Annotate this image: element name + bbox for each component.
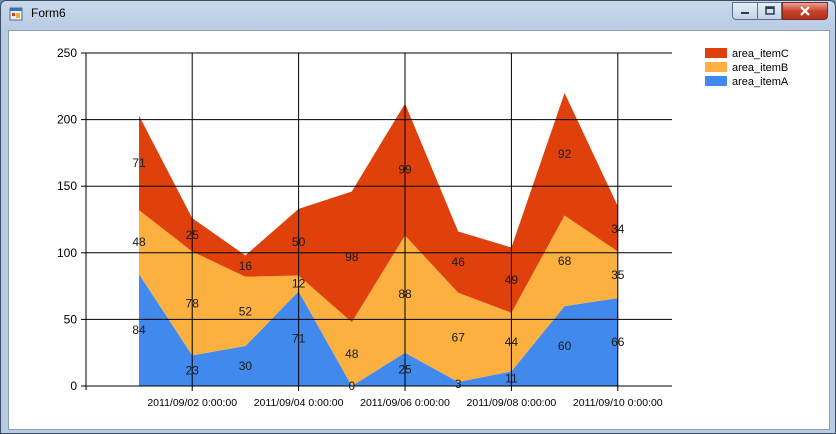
maximize-button[interactable]	[757, 2, 782, 20]
data-label-area_itemA: 30	[239, 359, 253, 373]
y-tick-label: 100	[57, 246, 77, 260]
data-label-area_itemB: 67	[452, 330, 466, 344]
legend-label: area_itemA	[732, 76, 789, 88]
minimize-icon	[741, 12, 749, 14]
data-label-area_itemB: 48	[345, 347, 359, 361]
close-button[interactable]	[782, 2, 828, 20]
data-label-area_itemA: 23	[186, 364, 200, 378]
data-label-area_itemC: 46	[452, 255, 466, 269]
data-label-area_itemA: 0	[348, 379, 355, 393]
data-label-area_itemA: 25	[398, 362, 412, 376]
data-label-area_itemB: 44	[505, 335, 519, 349]
data-label-area_itemA: 60	[558, 339, 572, 353]
x-tick-label: 2011/09/04 0:00:00	[254, 397, 344, 409]
data-label-area_itemC: 34	[611, 222, 625, 236]
x-tick-label: 2011/09/10 0:00:00	[573, 397, 663, 409]
x-tick-label: 2011/09/02 0:00:00	[147, 397, 237, 409]
data-label-area_itemC: 99	[398, 163, 412, 177]
data-label-area_itemB: 52	[239, 304, 253, 318]
data-label-area_itemB: 68	[558, 254, 572, 268]
y-tick-label: 50	[64, 312, 78, 326]
data-label-area_itemA: 11	[505, 372, 518, 386]
data-label-area_itemC: 98	[345, 250, 359, 264]
y-tick-label: 0	[70, 379, 77, 393]
legend-label: area_itemC	[732, 48, 789, 60]
close-icon	[800, 6, 810, 16]
x-tick-label: 2011/09/06 0:00:00	[360, 397, 450, 409]
maximize-icon	[764, 6, 775, 15]
area-area_itemC	[139, 92, 618, 323]
y-tick-label: 150	[57, 179, 77, 193]
data-label-area_itemA: 66	[611, 335, 625, 349]
window-title: Form6	[31, 6, 66, 20]
data-label-area_itemB: 35	[611, 268, 625, 282]
y-tick-label: 250	[57, 46, 77, 60]
data-label-area_itemA: 3	[455, 377, 462, 391]
data-label-area_itemC: 92	[558, 147, 572, 161]
legend-label: area_itemB	[732, 62, 788, 74]
data-label-area_itemA: 71	[292, 332, 306, 346]
legend: area_itemC area_itemB area_itemA	[705, 48, 789, 88]
app-icon	[9, 7, 23, 21]
title-bar[interactable]: Form6	[1, 1, 835, 27]
y-tick-label: 200	[57, 113, 77, 127]
data-label-area_itemB: 12	[292, 276, 306, 290]
legend-swatch	[705, 48, 727, 58]
data-label-area_itemA: 84	[132, 323, 146, 337]
grid	[86, 52, 672, 387]
legend-swatch	[705, 62, 727, 72]
area-area_itemB	[139, 210, 618, 386]
chart-area: 0 50 100 150 200 250 2011/09/02 0:00:00 2011/09…	[8, 30, 830, 430]
data-label-area_itemC: 16	[239, 259, 253, 273]
minimize-button[interactable]	[732, 2, 757, 20]
area-area_itemA	[139, 274, 618, 386]
data-label-area_itemC: 49	[505, 273, 519, 287]
data-label-area_itemB: 78	[186, 296, 200, 310]
data-label-area_itemC: 50	[292, 235, 306, 249]
data-label-area_itemB: 48	[132, 235, 146, 249]
x-tick-label: 2011/09/08 0:00:00	[467, 397, 557, 409]
data-label-area_itemB: 88	[398, 287, 412, 301]
data-label-area_itemC: 71	[132, 156, 146, 170]
legend-swatch	[705, 76, 727, 86]
data-label-area_itemC: 25	[186, 228, 200, 242]
